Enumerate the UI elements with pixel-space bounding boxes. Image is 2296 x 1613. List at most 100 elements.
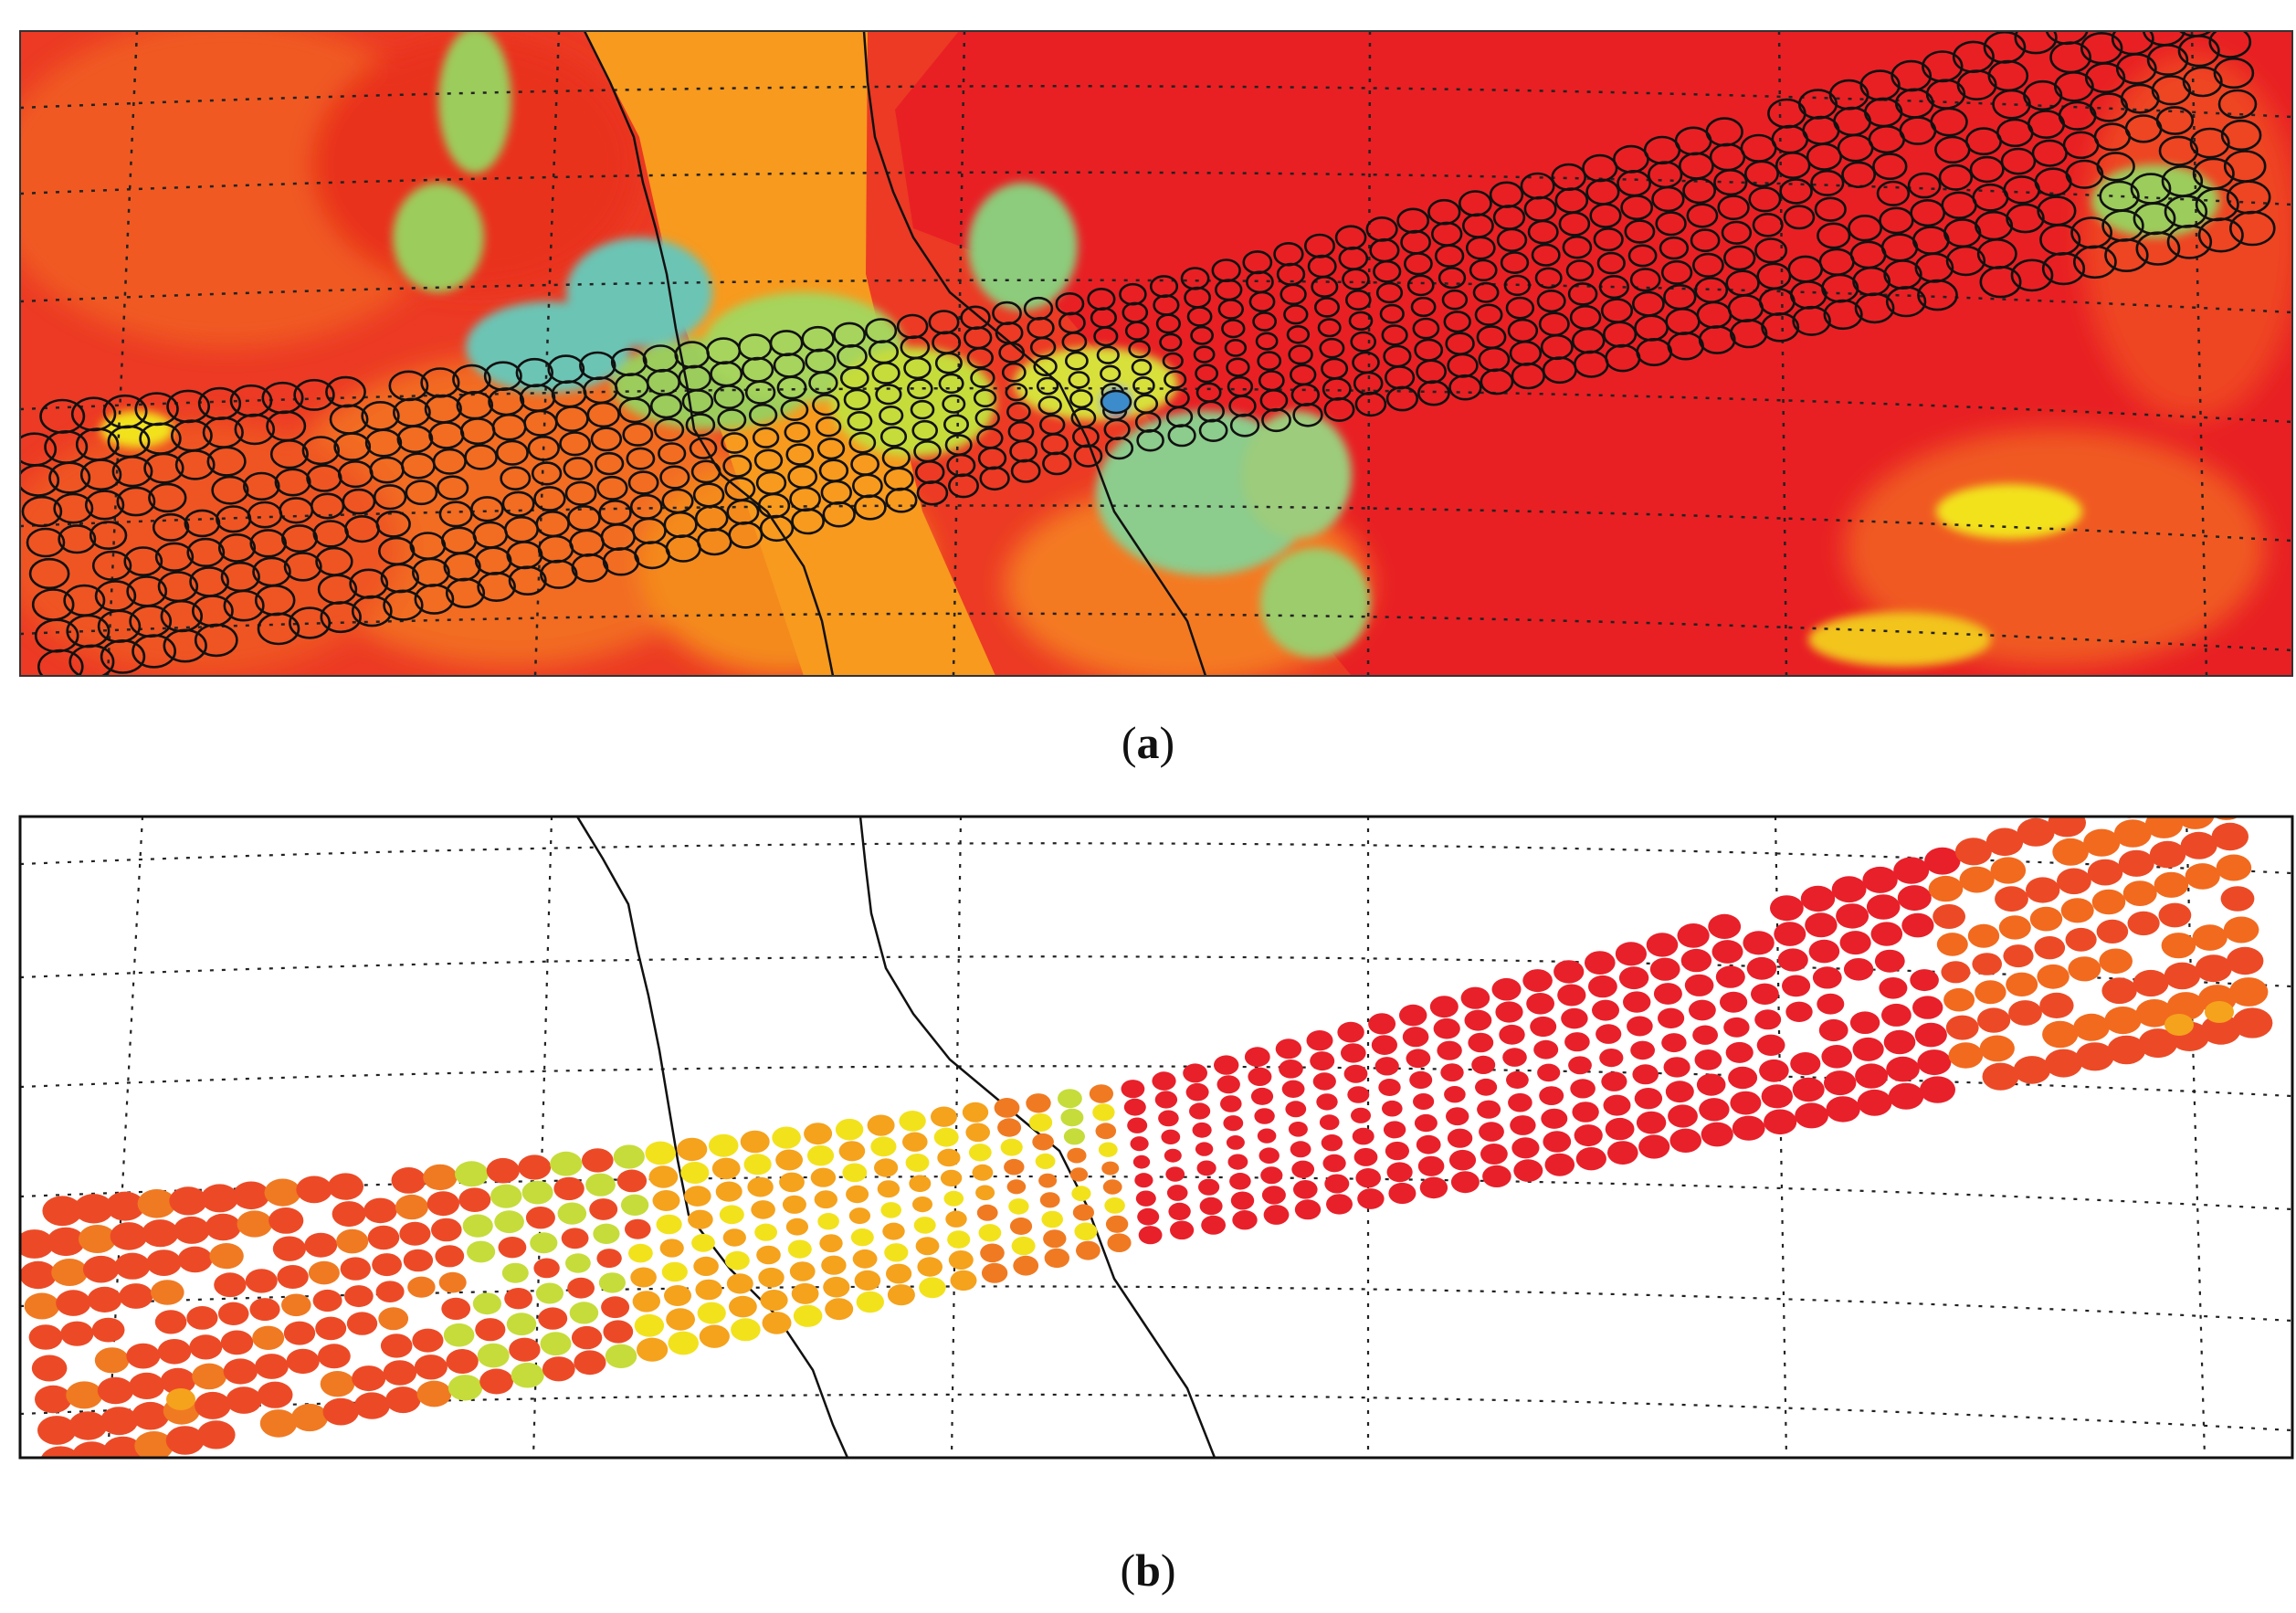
footprint-outline bbox=[1598, 275, 1629, 300]
footprint-filled bbox=[850, 1228, 874, 1247]
footprint-filled bbox=[2083, 828, 2121, 857]
footprint-outline bbox=[689, 437, 718, 459]
footprint-filled bbox=[2048, 817, 2086, 838]
footprint-filled bbox=[2026, 877, 2060, 903]
footprint-outline bbox=[1627, 244, 1658, 268]
footprint-filled bbox=[2076, 1042, 2114, 1071]
footprint-outline bbox=[1037, 395, 1062, 416]
footprint-outline bbox=[791, 508, 826, 535]
footprint-outline bbox=[1093, 326, 1119, 347]
footprint-outline bbox=[211, 475, 249, 505]
footprint-filled bbox=[1170, 1220, 1195, 1240]
footprint-outline bbox=[1005, 383, 1028, 402]
footprint-filled bbox=[1967, 923, 2000, 948]
footprint-filled bbox=[1248, 1067, 1272, 1087]
footprint-filled bbox=[2122, 880, 2157, 906]
footprint-outline bbox=[1224, 338, 1248, 357]
footprint-outline bbox=[1536, 290, 1566, 313]
footprint-filled bbox=[724, 1250, 750, 1270]
footprint-filled bbox=[909, 1175, 932, 1193]
footprint-outline bbox=[2010, 258, 2054, 292]
footprint-outline bbox=[1620, 195, 1654, 221]
footprint-filled bbox=[1821, 1045, 1852, 1069]
footprint-filled bbox=[68, 1411, 108, 1440]
footprint-filled bbox=[2138, 1028, 2178, 1059]
footprint-filled bbox=[1355, 1168, 1381, 1188]
footprint-filled bbox=[567, 1277, 595, 1299]
caption-a: (a) bbox=[0, 716, 2296, 769]
footprint-outline bbox=[1124, 321, 1150, 342]
footprint-outline bbox=[1006, 401, 1031, 422]
footprint-outline bbox=[1810, 169, 1845, 196]
footprint-outline bbox=[1073, 444, 1103, 468]
footprint-filled bbox=[1836, 903, 1869, 929]
footprint-outline bbox=[973, 388, 997, 408]
footprint-filled bbox=[1076, 1240, 1101, 1260]
footprint-filled bbox=[1879, 977, 1908, 999]
footprint-filled bbox=[2175, 817, 2215, 829]
footprint-filled bbox=[981, 1262, 1008, 1283]
footprint-filled bbox=[494, 1210, 524, 1234]
footprint-outline bbox=[1624, 219, 1656, 244]
footprint-filled bbox=[458, 1187, 491, 1212]
footprint-filled bbox=[557, 1202, 587, 1225]
footprint-filled bbox=[1975, 980, 2006, 1005]
footprint-filled bbox=[947, 1230, 971, 1249]
footprint-outline bbox=[658, 442, 687, 465]
footprint-filled bbox=[695, 1279, 722, 1301]
footprint-filled bbox=[842, 1163, 868, 1183]
footprint-filled bbox=[1132, 1154, 1151, 1169]
footprint-filled bbox=[630, 1267, 657, 1288]
footprint-filled bbox=[1158, 1110, 1179, 1127]
footprint-filled bbox=[856, 1291, 884, 1313]
footprint-filled bbox=[645, 1141, 676, 1165]
footprint-filled bbox=[403, 1249, 434, 1272]
footprint-filled bbox=[35, 1385, 72, 1414]
footprint-outline bbox=[527, 435, 560, 461]
footprint-filled bbox=[905, 1154, 930, 1172]
footprint-filled bbox=[915, 1237, 940, 1256]
footprint-filled bbox=[1154, 1091, 1178, 1109]
footprint-filled bbox=[1782, 975, 1811, 997]
footprint-filled bbox=[2161, 933, 2196, 959]
footprint-filled bbox=[2141, 779, 2180, 808]
footprint-filled bbox=[1259, 1147, 1280, 1164]
footprint-outline bbox=[1872, 153, 1908, 181]
footprint-filled bbox=[1728, 1066, 1758, 1090]
footprint-filled bbox=[571, 1325, 603, 1350]
footprint-filled bbox=[886, 1263, 912, 1284]
footprint-outline bbox=[1775, 152, 1811, 180]
footprint-filled bbox=[688, 1209, 713, 1229]
footprint-outline bbox=[1248, 290, 1276, 313]
footprint-filled bbox=[1530, 1016, 1557, 1038]
footprint-outline bbox=[148, 482, 187, 513]
footprint-filled bbox=[540, 1332, 572, 1356]
footprint-outline bbox=[257, 612, 300, 646]
footprint-filled bbox=[1092, 1103, 1115, 1122]
footprint-filled bbox=[1257, 1128, 1277, 1144]
footprint-filled bbox=[1720, 991, 1748, 1013]
footprint-filled bbox=[747, 1176, 774, 1197]
footprint-filled bbox=[31, 1355, 68, 1382]
footprint-filled bbox=[806, 1144, 835, 1166]
footprint-filled bbox=[1785, 1001, 1813, 1023]
footprint-filled bbox=[1888, 1082, 1924, 1110]
footprint-filled bbox=[283, 1321, 316, 1345]
footprint-outline bbox=[1885, 286, 1927, 318]
footprint-outline bbox=[785, 443, 815, 466]
footprint-filled bbox=[1541, 1108, 1568, 1129]
footprint-filled bbox=[1195, 1142, 1214, 1156]
footprint-filled bbox=[1440, 1063, 1464, 1082]
footprint-filled bbox=[884, 1243, 909, 1262]
footprint-filled bbox=[60, 1321, 94, 1346]
footprint-filled bbox=[1818, 1018, 1848, 1042]
footprint-filled bbox=[530, 1232, 558, 1254]
footprint-outline bbox=[903, 356, 932, 380]
footprint-filled bbox=[1074, 1222, 1098, 1241]
footprint-filled bbox=[1226, 1135, 1245, 1150]
footprint-filled bbox=[1060, 1108, 1084, 1127]
footprint-outline bbox=[1690, 228, 1721, 253]
footprint-filled bbox=[414, 1355, 448, 1380]
footprint-filled bbox=[2006, 972, 2038, 997]
footprint-outline bbox=[998, 342, 1026, 364]
